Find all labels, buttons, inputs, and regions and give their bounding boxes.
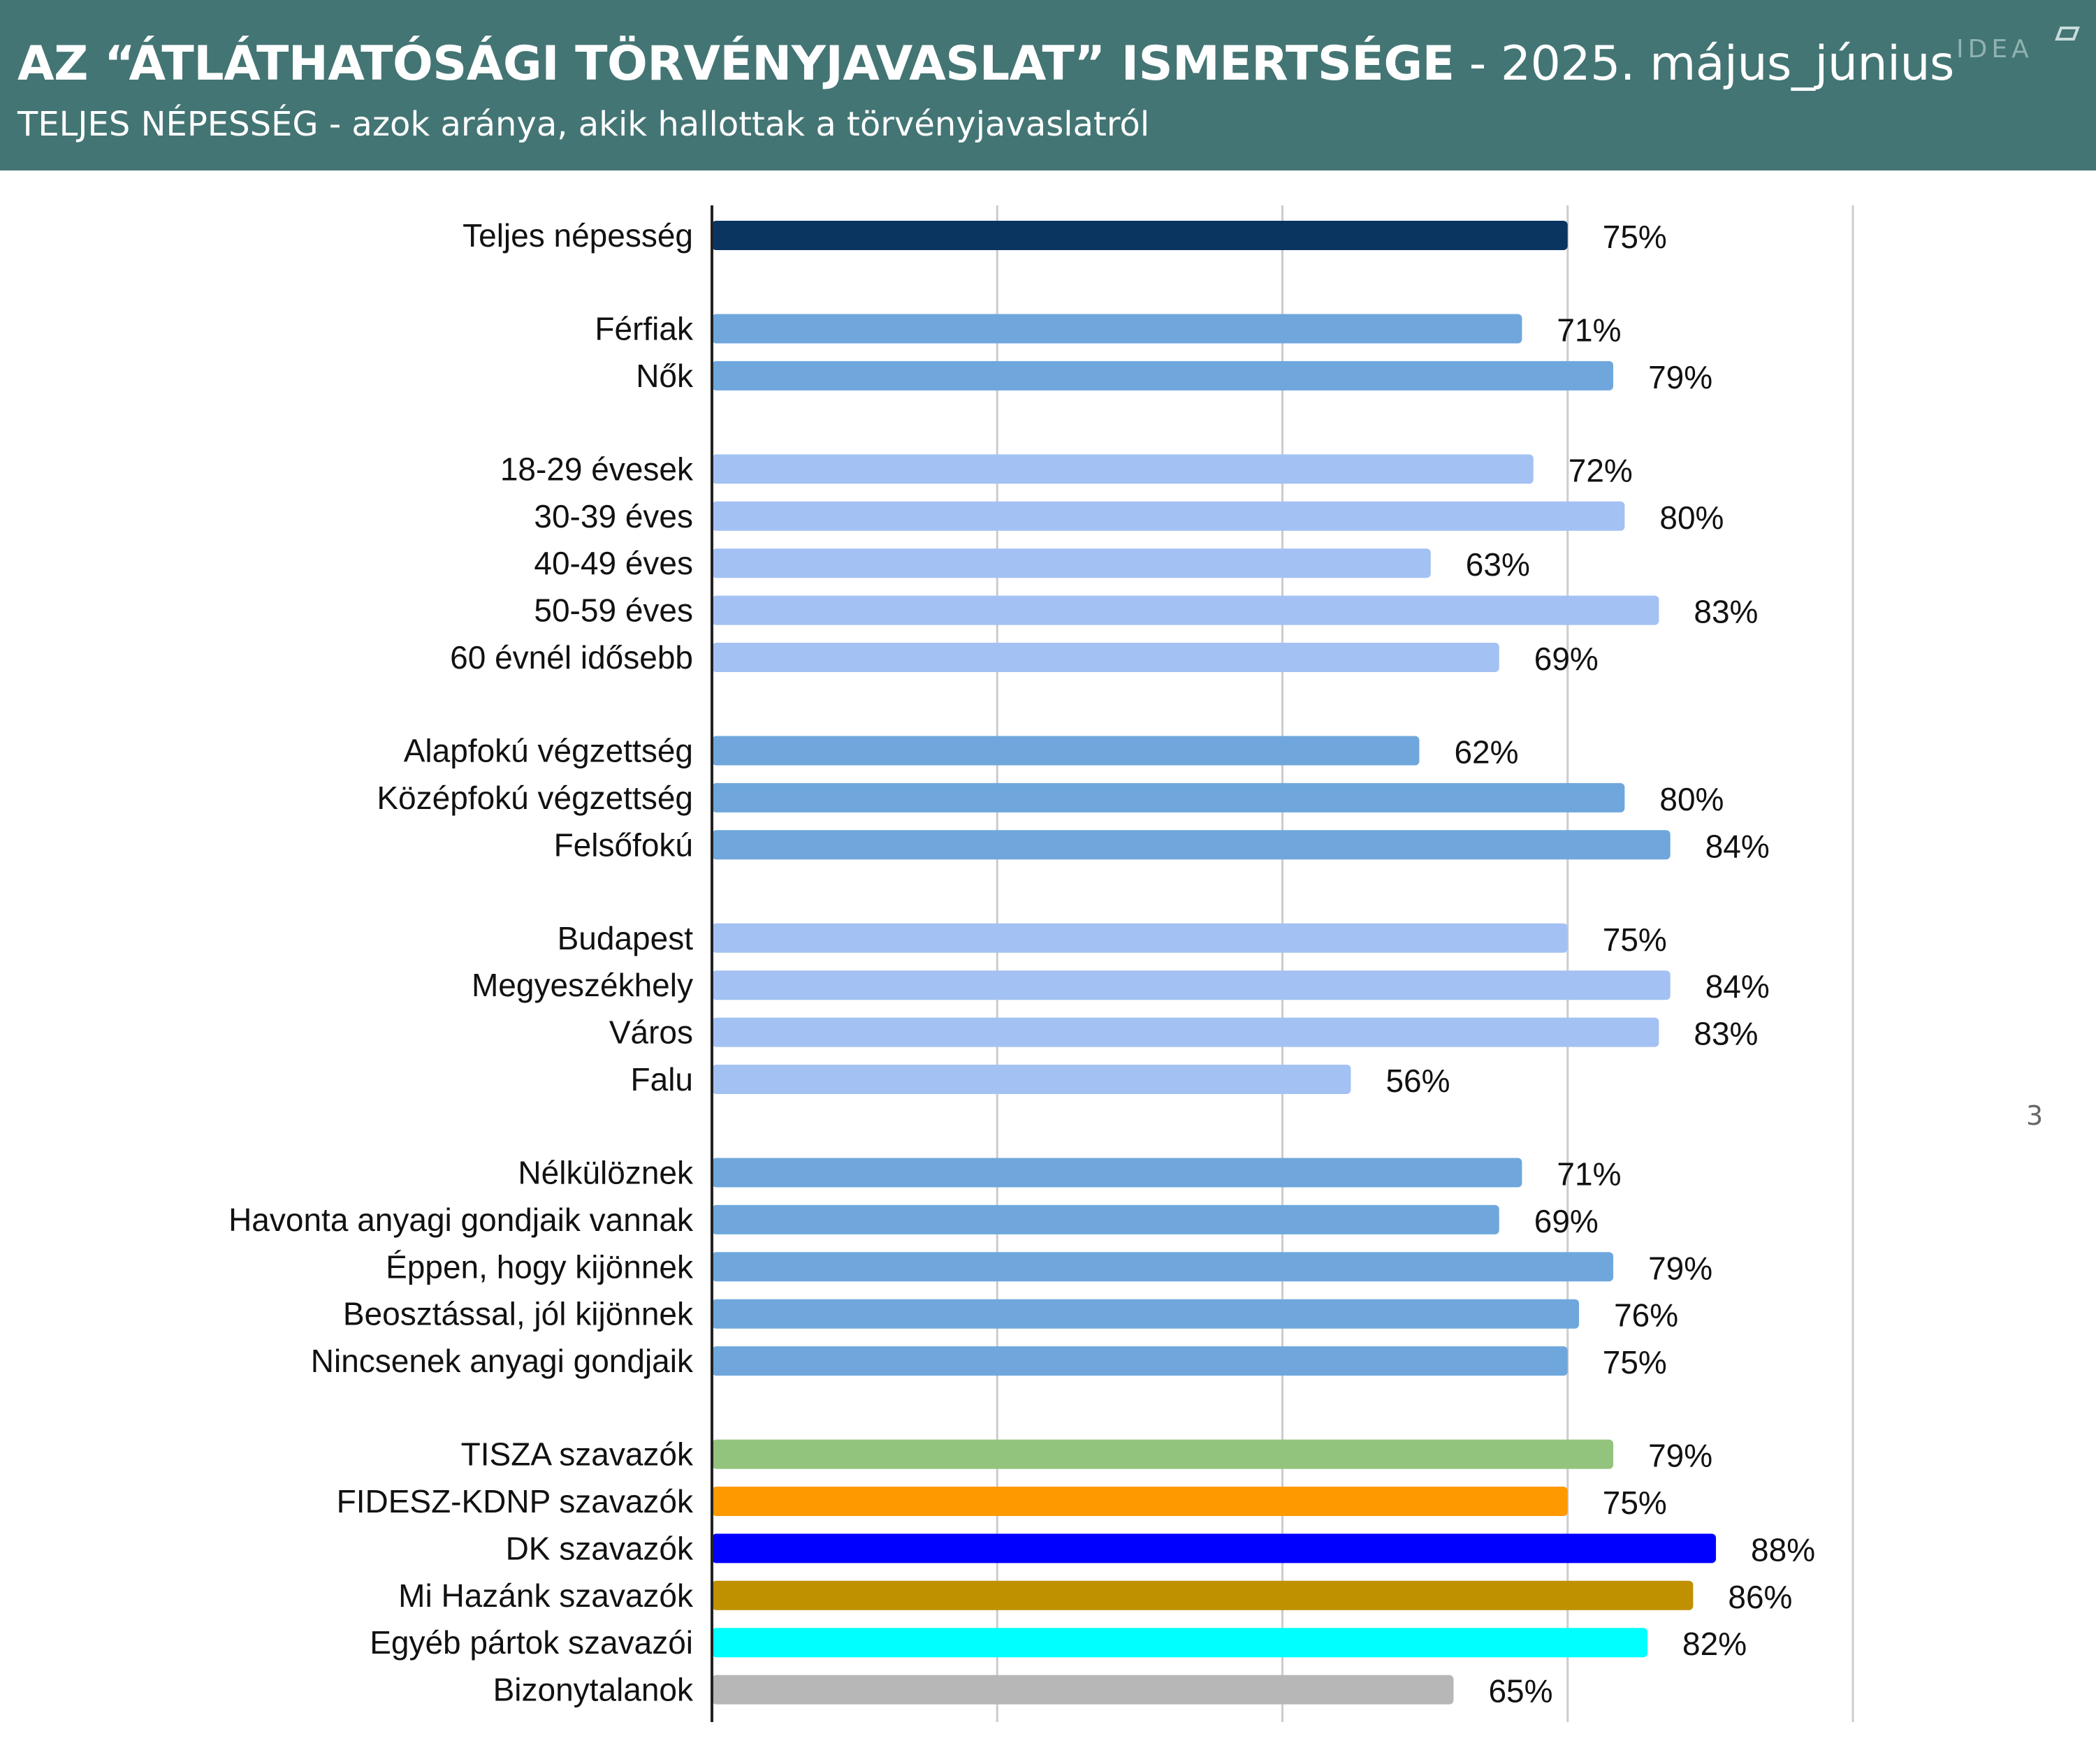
category-label: Város xyxy=(609,1014,693,1051)
logo-mark-icon xyxy=(2055,27,2080,41)
value-label: 76% xyxy=(1614,1297,1678,1334)
value-label: 80% xyxy=(1659,781,1724,817)
category-label: Havonta anyagi gondjaik vannak xyxy=(228,1202,694,1238)
category-label: 18-29 évesek xyxy=(500,451,694,487)
bar-15 xyxy=(712,1158,1522,1188)
bar-13 xyxy=(712,1017,1659,1047)
value-label: 72% xyxy=(1569,452,1633,488)
logo-text: IDEA xyxy=(1956,35,2033,64)
bar-1 xyxy=(712,314,1522,344)
category-label: TISZA szavazók xyxy=(461,1436,694,1473)
category-label: 30-39 éves xyxy=(534,498,693,534)
category-label: Nélkülöznek xyxy=(518,1155,694,1191)
value-label: 75% xyxy=(1603,1344,1667,1380)
bar-22 xyxy=(712,1533,1717,1563)
value-label: 75% xyxy=(1603,219,1667,255)
bar-4 xyxy=(712,501,1625,531)
category-label: 60 évnél idősebb xyxy=(450,639,693,676)
bar-16 xyxy=(712,1204,1499,1234)
idea-logo: IDEA xyxy=(1956,21,2082,70)
value-label: 84% xyxy=(1705,968,1770,1005)
page-title: AZ “ÁTLÁTHATÓSÁGI TÖRVÉNYJAVASLAT” ISMER… xyxy=(17,36,1954,92)
value-label: 82% xyxy=(1682,1626,1747,1662)
value-label: 79% xyxy=(1648,1250,1712,1286)
bar-11 xyxy=(712,923,1568,953)
title-date: - 2025. május_június xyxy=(1454,36,1955,92)
page-subtitle: TELJES NÉPESSÉG - azok aránya, akik hall… xyxy=(17,105,1150,144)
value-label: 79% xyxy=(1648,359,1712,395)
bar-6 xyxy=(712,595,1659,625)
category-label: Bizonytalanok xyxy=(493,1672,694,1708)
value-label: 75% xyxy=(1603,1485,1667,1521)
value-label: 79% xyxy=(1648,1438,1712,1474)
category-label: Budapest xyxy=(558,920,694,956)
category-label: Alapfokú végzettség xyxy=(404,733,693,769)
category-label: Mi Hazánk szavazók xyxy=(398,1577,694,1614)
value-label: 83% xyxy=(1694,1016,1758,1052)
value-label: 71% xyxy=(1557,312,1621,349)
category-label: FIDESZ-KDNP szavazók xyxy=(337,1483,694,1519)
bar-18 xyxy=(712,1299,1580,1329)
category-label: Megyeszékhely xyxy=(472,967,693,1003)
category-label: Teljes népesség xyxy=(463,217,693,254)
value-label: 86% xyxy=(1728,1579,1792,1615)
bar-19 xyxy=(712,1346,1568,1376)
value-label: 62% xyxy=(1454,734,1518,771)
page-number: 3 xyxy=(2026,1100,2044,1131)
bar-21 xyxy=(712,1487,1568,1516)
bar-23 xyxy=(712,1580,1694,1610)
bar-10 xyxy=(712,830,1671,860)
category-label: Éppen, hogy kijönnek xyxy=(386,1248,694,1285)
bar-layer xyxy=(712,221,1717,1705)
bar-2 xyxy=(712,360,1614,391)
bar-12 xyxy=(712,970,1671,1000)
bar-9 xyxy=(712,782,1625,812)
value-label: 83% xyxy=(1694,594,1758,630)
category-label: Falu xyxy=(631,1061,693,1098)
category-label: Egyéb pártok szavazói xyxy=(370,1624,693,1661)
category-label: Beosztással, jól kijönnek xyxy=(343,1296,694,1332)
bar-0 xyxy=(712,221,1568,250)
category-label: Nincsenek anyagi gondjaik xyxy=(311,1343,694,1379)
bar-24 xyxy=(712,1628,1648,1658)
category-label: Férfiak xyxy=(595,311,694,347)
label-layer: Teljes népesség 75% Férfiak 71% Nők 79% 18-29 … xyxy=(228,217,1815,1710)
category-label: 50-59 éves xyxy=(534,592,693,629)
value-label: 63% xyxy=(1466,546,1530,583)
category-label: 40-49 éves xyxy=(534,545,693,581)
category-label: Nők xyxy=(636,358,694,394)
value-label: 84% xyxy=(1705,828,1770,864)
title-main: AZ “ÁTLÁTHATÓSÁGI TÖRVÉNYJAVASLAT” ISMER… xyxy=(17,36,1455,92)
header-banner: AZ “ÁTLÁTHATÓSÁGI TÖRVÉNYJAVASLAT” ISMER… xyxy=(0,0,2096,170)
bar-7 xyxy=(712,643,1499,672)
category-label: Középfokú végzettség xyxy=(377,780,693,816)
bar-3 xyxy=(712,454,1534,484)
bar-20 xyxy=(712,1439,1614,1469)
value-label: 75% xyxy=(1603,921,1667,958)
bar-25 xyxy=(712,1675,1454,1705)
category-label: DK szavazók xyxy=(506,1530,694,1566)
bar-14 xyxy=(712,1065,1351,1094)
value-label: 71% xyxy=(1557,1156,1621,1193)
value-label: 88% xyxy=(1751,1531,1815,1568)
value-label: 69% xyxy=(1534,1203,1599,1239)
category-label: Felsőfokú xyxy=(554,826,693,863)
bar-5 xyxy=(712,548,1431,578)
bar-8 xyxy=(712,736,1420,766)
value-label: 69% xyxy=(1534,641,1599,677)
value-label: 65% xyxy=(1488,1673,1552,1710)
value-label: 80% xyxy=(1659,500,1724,536)
bar-17 xyxy=(712,1252,1614,1282)
value-label: 56% xyxy=(1385,1063,1450,1099)
